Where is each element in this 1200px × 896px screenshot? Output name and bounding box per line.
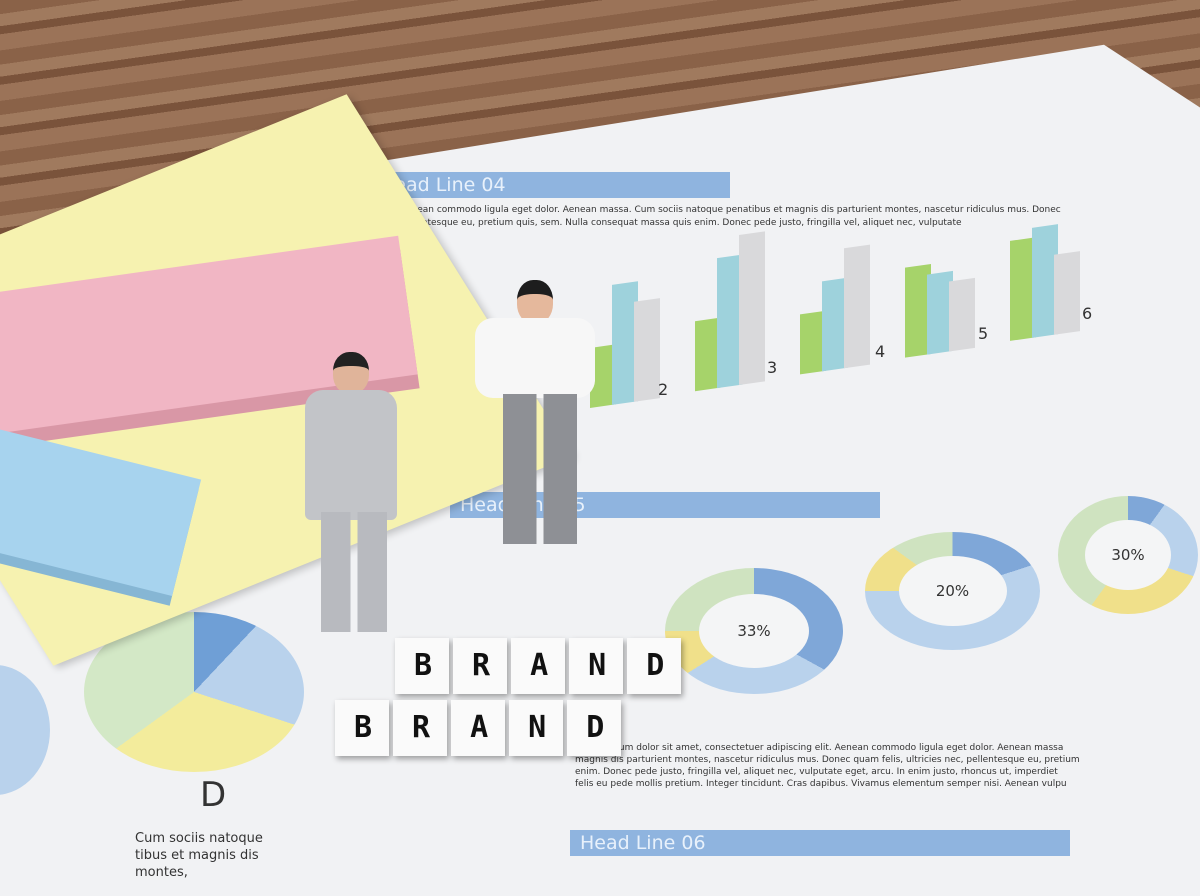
headline-06: Head Line 06 — [570, 830, 1070, 856]
figure-legs — [503, 394, 577, 544]
bar — [739, 231, 765, 386]
text-line: Lorem ipsum dolor sit amet, consectetuer… — [575, 743, 1064, 753]
text-line: enim. Donec pede justo, fringilla vel, a… — [575, 767, 1058, 777]
figurine-shirt — [465, 280, 605, 565]
donut-label: 33% — [699, 594, 809, 668]
top-text: Aenean commodo ligula eget dolor. Aenean… — [400, 204, 1061, 230]
bar-number: 5 — [978, 324, 989, 343]
bar — [844, 244, 870, 369]
text-line: felis eu pede mollis pretium. Integer ti… — [575, 779, 1067, 789]
donut-chart: 30% — [1058, 496, 1198, 614]
brand-cube-row-upper: BRAND — [395, 638, 685, 694]
text-line: magnis dis parturient montes, nascetur r… — [575, 755, 1080, 765]
left-caption: Cum sociis natoque tibus et magnis dis mon… — [135, 830, 263, 881]
text-line: tibus et magnis dis — [135, 848, 259, 863]
pie-chart — [84, 612, 304, 772]
bar-number: 3 — [767, 358, 778, 377]
bar — [634, 298, 660, 402]
figure-head — [517, 280, 553, 324]
brand-cube-row-lower: BRAND — [335, 700, 625, 756]
figure-shirt — [475, 318, 595, 398]
bar-number: 2 — [658, 380, 669, 399]
bar — [949, 277, 975, 352]
paragraph: Lorem ipsum dolor sit amet, consectetuer… — [575, 742, 1195, 790]
figure-body — [305, 390, 397, 520]
donut-label: 20% — [898, 556, 1007, 626]
text-line: Aenean commodo ligula eget dolor. Aenean… — [400, 205, 1061, 215]
bar — [1054, 251, 1080, 335]
figure-head — [333, 352, 369, 394]
donut-label: 30% — [1085, 520, 1171, 590]
text-line: Cum sociis natoque — [135, 831, 263, 846]
headline-04: Head Line 04 — [370, 172, 730, 198]
section-letter: D — [200, 775, 227, 815]
text-line: pellentesque eu, pretium quis, sem. Null… — [400, 218, 962, 228]
bar-number: 6 — [1082, 304, 1093, 323]
figure-legs — [321, 512, 387, 632]
donut-chart: 20% — [865, 532, 1040, 650]
figurine-suit — [285, 352, 425, 642]
donut-chart: 33% — [665, 568, 843, 694]
text-line: montes, — [135, 865, 188, 880]
bar-number: 4 — [875, 342, 886, 361]
